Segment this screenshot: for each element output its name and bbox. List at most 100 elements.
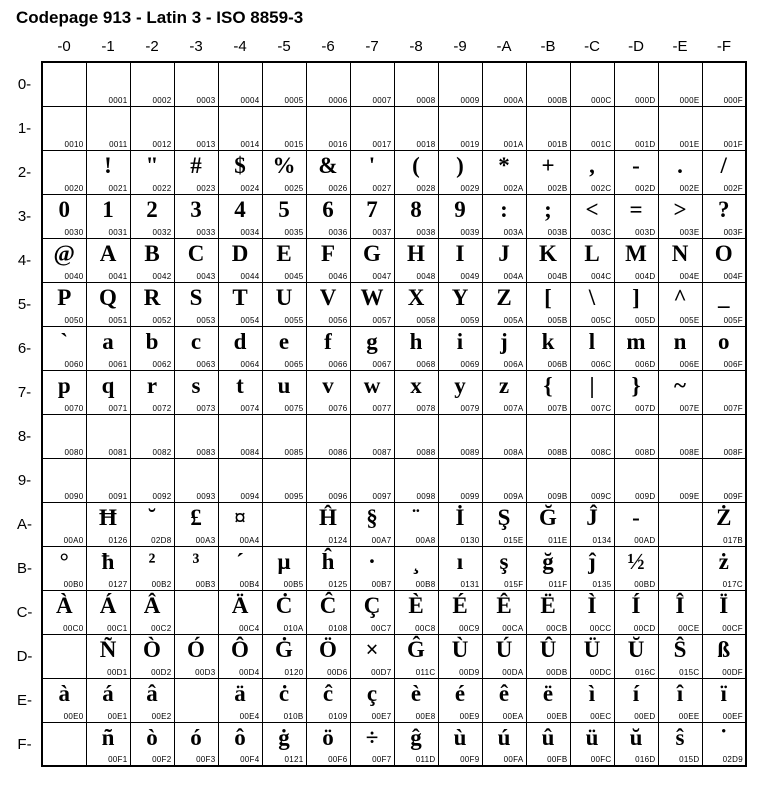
unicode-code: 000F [724, 96, 743, 105]
codepoint-cell: 000F [702, 62, 746, 106]
codepoint-cell: 0098 [394, 458, 438, 502]
codepoint-cell: I 0049 [438, 238, 482, 282]
glyph: 4 [219, 198, 262, 223]
col-header: -2 [130, 34, 174, 62]
unicode-code: 00D4 [239, 668, 259, 677]
unicode-code: 0057 [373, 316, 392, 325]
unicode-code: 00DC [590, 668, 612, 677]
glyph: ú [483, 726, 526, 751]
unicode-code: 0047 [373, 272, 392, 281]
codepoint-cell: Ñ00D1 [86, 634, 130, 678]
codepoint-cell: ì00EC [570, 678, 614, 722]
glyph [615, 66, 658, 91]
unicode-code: 00A3 [196, 536, 216, 545]
unicode-code: 00B4 [240, 580, 260, 589]
glyph: ż [703, 550, 746, 575]
codepoint-cell: Ò00D2 [130, 634, 174, 678]
unicode-code: 016C [635, 668, 655, 677]
glyph: Î [659, 594, 702, 619]
codepoint-cell: 0096 [306, 458, 350, 502]
unicode-code: 0067 [373, 360, 392, 369]
codepoint-cell: â00E2 [130, 678, 174, 722]
unicode-code: 0003 [197, 96, 216, 105]
glyph [439, 418, 482, 443]
codepoint-cell [658, 502, 702, 546]
unicode-code: 0010 [65, 140, 84, 149]
glyph: " [131, 154, 174, 179]
codepoint-cell: J004A [482, 238, 526, 282]
codepoint-cell: G0047 [350, 238, 394, 282]
glyph: ˙ [703, 726, 746, 751]
codepoint-cell: ĝ011D [394, 722, 438, 766]
glyph: B [131, 242, 174, 267]
unicode-code: 0096 [329, 492, 348, 501]
glyph [439, 66, 482, 91]
unicode-code: 00ED [634, 712, 655, 721]
codepoint-cell: ä00E4 [218, 678, 262, 722]
codepoint-cell: @0040 [42, 238, 86, 282]
unicode-code: 001A [504, 140, 524, 149]
glyph: Û [527, 638, 570, 663]
codepoint-cell: h0068 [394, 326, 438, 370]
glyph [219, 110, 262, 135]
unicode-code: 0050 [65, 316, 84, 325]
glyph: I [439, 242, 482, 267]
glyph: V [307, 286, 350, 311]
row-header: 5- [12, 282, 42, 326]
codepoint-cell: ú 00FA [482, 722, 526, 766]
codepoint-cell: T0054 [218, 282, 262, 326]
codepage-table: -0-1-2-3-4-5-6-7-8-9-A-B-C-D-E-F 0-00010… [12, 34, 747, 767]
unicode-code: 00D3 [195, 668, 215, 677]
unicode-code: 0043 [197, 272, 216, 281]
col-header: -1 [86, 34, 130, 62]
glyph [659, 66, 702, 91]
glyph: C [175, 242, 218, 267]
unicode-code: 0022 [153, 184, 172, 193]
glyph: W [351, 286, 394, 311]
unicode-code: 00C2 [151, 624, 171, 633]
unicode-code: 0048 [417, 272, 436, 281]
unicode-code: 00E8 [416, 712, 436, 721]
codepoint-cell: m006D [614, 326, 658, 370]
glyph: y [439, 374, 482, 399]
unicode-code: 0002 [153, 96, 172, 105]
unicode-code: 0060 [65, 360, 84, 369]
glyph: O [703, 242, 746, 267]
glyph: S [175, 286, 218, 311]
unicode-code: 0036 [329, 228, 348, 237]
unicode-code: 0049 [461, 272, 480, 281]
glyph: Ĵ [571, 506, 614, 531]
codepoint-cell: 0083 [174, 414, 218, 458]
codepoint-cell: Ĝ011C [394, 634, 438, 678]
codepoint-cell: ĥ0125 [306, 546, 350, 590]
unicode-code: 00B0 [64, 580, 84, 589]
glyph [43, 66, 86, 91]
unicode-code: 00FA [504, 755, 524, 764]
codepoint-cell: 001A [482, 106, 526, 150]
codepoint-cell: 0011 [86, 106, 130, 150]
codepoint-cell: U0055 [262, 282, 306, 326]
unicode-code: 009F [724, 492, 743, 501]
unicode-code: 015E [504, 536, 524, 545]
glyph: o [703, 330, 746, 355]
codepoint-cell: !0021 [86, 150, 130, 194]
glyph: î [659, 682, 702, 707]
codepoint-cell: c0063 [174, 326, 218, 370]
unicode-code: 0077 [373, 404, 392, 413]
glyph: ° [43, 550, 86, 575]
codepoint-cell: á00E1 [86, 678, 130, 722]
codepoint-cell: s0073 [174, 370, 218, 414]
unicode-code: 0034 [241, 228, 260, 237]
codepoint-cell: <003C [570, 194, 614, 238]
glyph [659, 506, 702, 531]
codepoint-cell: ğ011F [526, 546, 570, 590]
codepoint-cell: ŭ016D [614, 722, 658, 766]
codepoint-cell: >003E [658, 194, 702, 238]
unicode-code: 0025 [285, 184, 304, 193]
unicode-code: 0120 [285, 668, 304, 677]
unicode-code: 00B3 [196, 580, 216, 589]
glyph [219, 66, 262, 91]
codepoint-cell: Ĥ0124 [306, 502, 350, 546]
unicode-code: 0082 [153, 448, 172, 457]
codepoint-cell: o006F [702, 326, 746, 370]
